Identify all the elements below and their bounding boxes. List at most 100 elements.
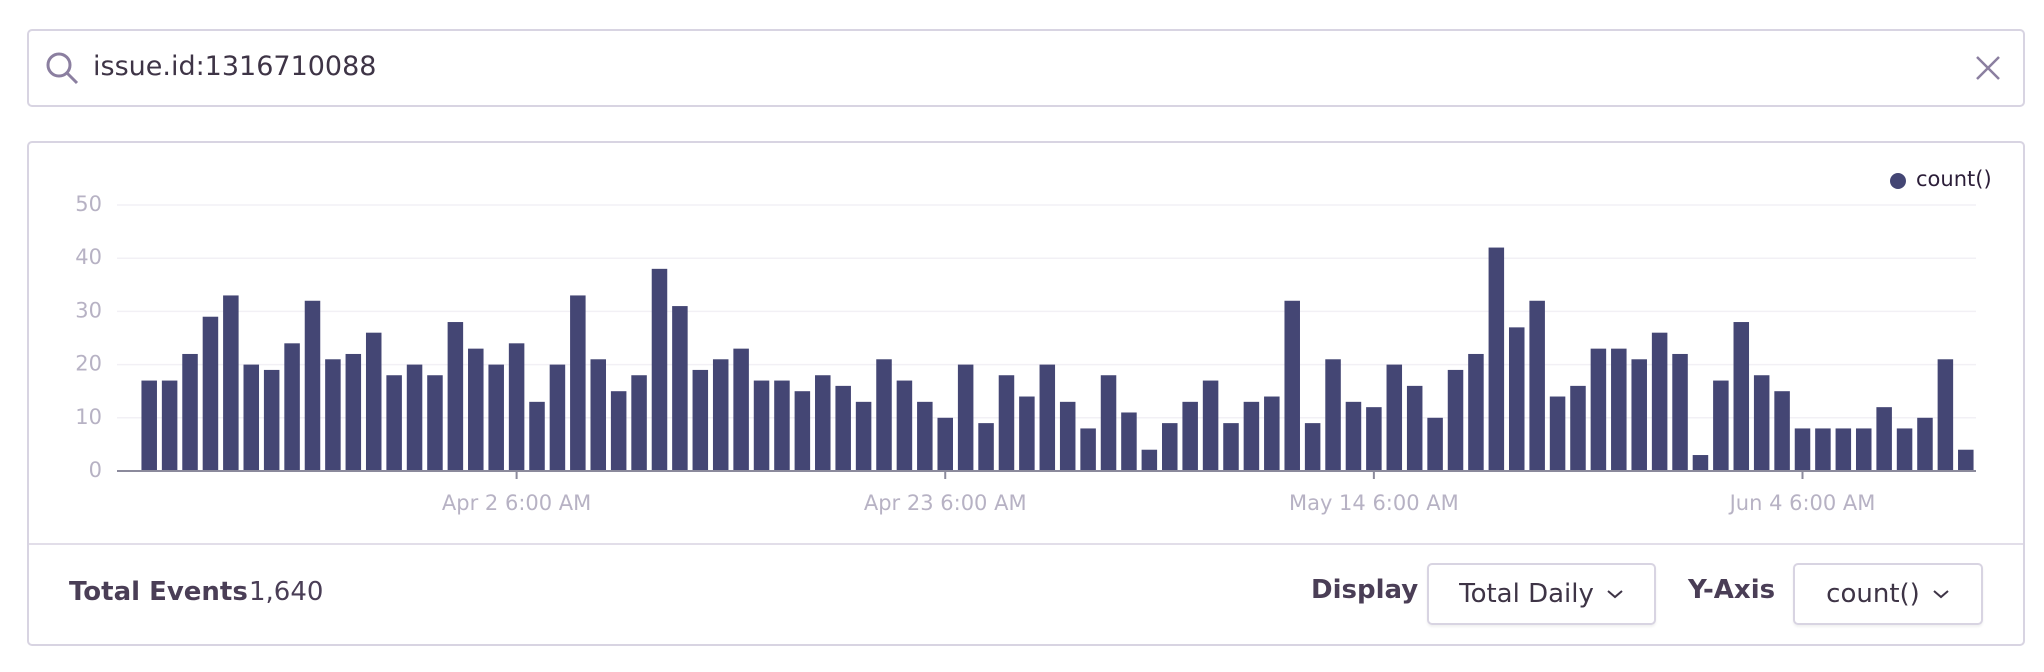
bar bbox=[1508, 327, 1525, 471]
bar bbox=[1835, 428, 1852, 471]
bar bbox=[1121, 412, 1137, 471]
bar bbox=[1651, 332, 1668, 471]
y-tick-label: 20 bbox=[75, 352, 102, 376]
bar bbox=[1182, 401, 1198, 471]
yaxis-value: count() bbox=[1826, 579, 1920, 609]
bar bbox=[386, 375, 402, 471]
bar bbox=[1345, 401, 1362, 471]
bar bbox=[1958, 449, 1974, 471]
bar bbox=[1631, 359, 1647, 471]
bar bbox=[753, 380, 770, 471]
chart-card: Total Events 1,640 bbox=[27, 141, 2025, 646]
search-bar[interactable]: issue.id:1316710088 bbox=[27, 29, 2025, 107]
bar bbox=[1406, 385, 1423, 471]
bar bbox=[1162, 423, 1178, 471]
bar bbox=[365, 332, 382, 471]
bar bbox=[1937, 359, 1954, 471]
bar bbox=[692, 369, 709, 471]
bar bbox=[1488, 247, 1505, 471]
search-query[interactable]: issue.id:1316710088 bbox=[93, 51, 377, 82]
x-tick-label: Apr 2 6:00 AM bbox=[442, 491, 591, 515]
bar bbox=[1243, 401, 1260, 471]
bar bbox=[1876, 407, 1892, 471]
bar bbox=[1692, 455, 1709, 471]
bar bbox=[325, 359, 341, 471]
bar bbox=[1223, 423, 1239, 471]
bar bbox=[1468, 353, 1484, 471]
bar bbox=[1549, 396, 1566, 471]
clear-icon[interactable] bbox=[1973, 53, 2003, 83]
bar bbox=[1039, 364, 1056, 471]
chevron bbox=[1607, 590, 1623, 599]
bar bbox=[672, 306, 688, 471]
bar bbox=[284, 343, 300, 471]
bar bbox=[733, 348, 749, 471]
bar bbox=[1590, 348, 1607, 471]
bar bbox=[468, 348, 484, 471]
total-value: 1,640 bbox=[249, 577, 324, 607]
chart: 0 10 20 30 40 50 Apr 2 6:00 AM Apr 23 6:00 AM Ma… bbox=[75, 167, 1991, 515]
bar bbox=[1570, 385, 1586, 471]
yaxis-button[interactable]: count() bbox=[1793, 563, 1983, 625]
bar bbox=[815, 375, 831, 471]
display-button[interactable]: Total Daily bbox=[1427, 563, 1656, 625]
bar bbox=[488, 364, 504, 471]
bar bbox=[610, 391, 627, 471]
bar bbox=[447, 322, 464, 471]
bar bbox=[1202, 380, 1219, 471]
bar bbox=[835, 385, 851, 471]
bar bbox=[182, 353, 198, 471]
bar bbox=[508, 343, 525, 471]
bar bbox=[957, 364, 974, 471]
bar bbox=[263, 369, 280, 471]
bar bbox=[1855, 428, 1872, 471]
bar bbox=[917, 401, 933, 471]
bar bbox=[304, 300, 321, 471]
bar bbox=[1733, 322, 1750, 471]
y-tick-label: 40 bbox=[75, 245, 102, 269]
bar bbox=[1366, 407, 1382, 471]
bar bbox=[1284, 300, 1300, 471]
bar bbox=[1713, 380, 1729, 471]
bar bbox=[202, 316, 219, 471]
bar bbox=[243, 364, 260, 471]
bar bbox=[1080, 428, 1096, 471]
bar bbox=[794, 391, 811, 471]
bar bbox=[631, 375, 647, 471]
divider bbox=[29, 543, 2023, 545]
bar bbox=[1427, 417, 1443, 471]
bar bbox=[998, 375, 1015, 471]
bar bbox=[1059, 401, 1076, 471]
bar bbox=[529, 401, 545, 471]
y-tick-label: 10 bbox=[75, 405, 102, 429]
bar bbox=[1141, 449, 1158, 471]
bar bbox=[1100, 375, 1117, 471]
bar bbox=[549, 364, 566, 471]
bar bbox=[712, 359, 729, 471]
bar bbox=[345, 353, 362, 471]
bar bbox=[1304, 423, 1321, 471]
search-icon bbox=[46, 52, 79, 85]
bar bbox=[855, 401, 872, 471]
chevron bbox=[1933, 590, 1949, 599]
bar bbox=[406, 364, 423, 471]
bar bbox=[1794, 428, 1811, 471]
y-tick-label: 30 bbox=[75, 298, 102, 322]
bar bbox=[1325, 359, 1341, 471]
bar bbox=[1447, 369, 1464, 471]
bar bbox=[896, 380, 913, 471]
bar bbox=[937, 417, 953, 471]
bar bbox=[1529, 300, 1545, 471]
bar bbox=[1774, 391, 1790, 471]
bar bbox=[141, 380, 157, 471]
bar bbox=[1896, 428, 1913, 471]
display-value: Total Daily bbox=[1459, 579, 1594, 609]
bar bbox=[1815, 428, 1831, 471]
x-tick-label: May 14 6:00 AM bbox=[1289, 491, 1459, 515]
bar bbox=[1672, 353, 1688, 471]
bar bbox=[1611, 348, 1627, 471]
bar bbox=[161, 380, 178, 471]
total-label: Total Events bbox=[69, 577, 248, 607]
x-tick-label: Apr 23 6:00 AM bbox=[864, 491, 1027, 515]
